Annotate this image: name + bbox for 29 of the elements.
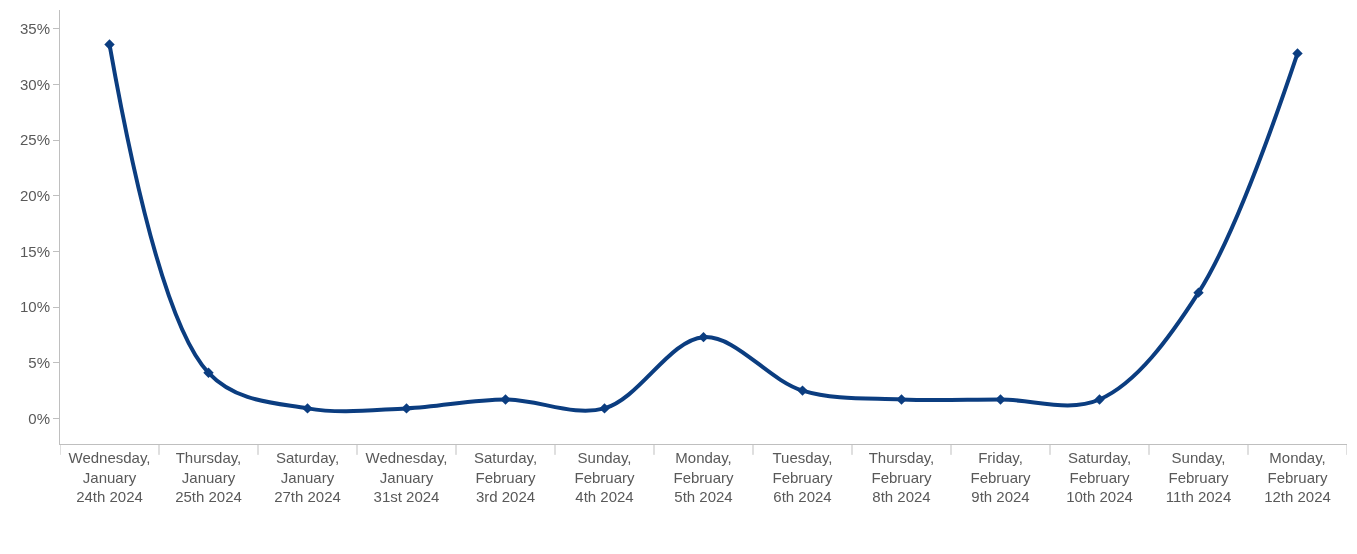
y-tick-label: 25%	[19, 131, 50, 149]
x-tick-label: Thursday, January 25th 2024	[175, 449, 242, 505]
y-tick-label: 5%	[28, 354, 50, 372]
point	[1292, 48, 1303, 59]
x-tick-label: Sunday, February 11th 2024	[1165, 449, 1232, 505]
x-tick-label: Monday, February 5th 2024	[673, 449, 735, 505]
x-tick-label: Sunday, February 4th 2024	[574, 449, 636, 505]
point	[1094, 394, 1105, 405]
y-tick-label: 15%	[19, 242, 50, 260]
x-tick-label: Wednesday, January 31st 2024	[365, 449, 448, 505]
point	[104, 39, 115, 50]
x-tick-label: Saturday, January 27th 2024	[274, 449, 341, 505]
point	[302, 403, 313, 414]
y-tick-label: 20%	[19, 187, 50, 205]
x-tick-label: Friday, February 9th 2024	[970, 449, 1032, 505]
x-tick-label: Saturday, February 3rd 2024	[473, 449, 538, 505]
x-tick-label: Thursday, February 8th 2024	[868, 449, 935, 505]
x-tick-label: Wednesday, January 24th 2024	[68, 449, 151, 505]
point	[1193, 287, 1204, 298]
x-tick-label: Tuesday, February 6th 2024	[772, 449, 834, 505]
point	[599, 403, 610, 414]
point	[797, 385, 808, 396]
y-tick-label: 30%	[19, 75, 50, 93]
y-tick-label: 35%	[19, 20, 50, 38]
y-tick-label: 0%	[28, 409, 50, 427]
x-tick-label: Saturday, February 10th 2024	[1066, 449, 1133, 505]
point	[203, 367, 214, 378]
x-tick-label: Monday, February 12th 2024	[1264, 449, 1331, 505]
y-tick-label: 10%	[19, 298, 50, 316]
